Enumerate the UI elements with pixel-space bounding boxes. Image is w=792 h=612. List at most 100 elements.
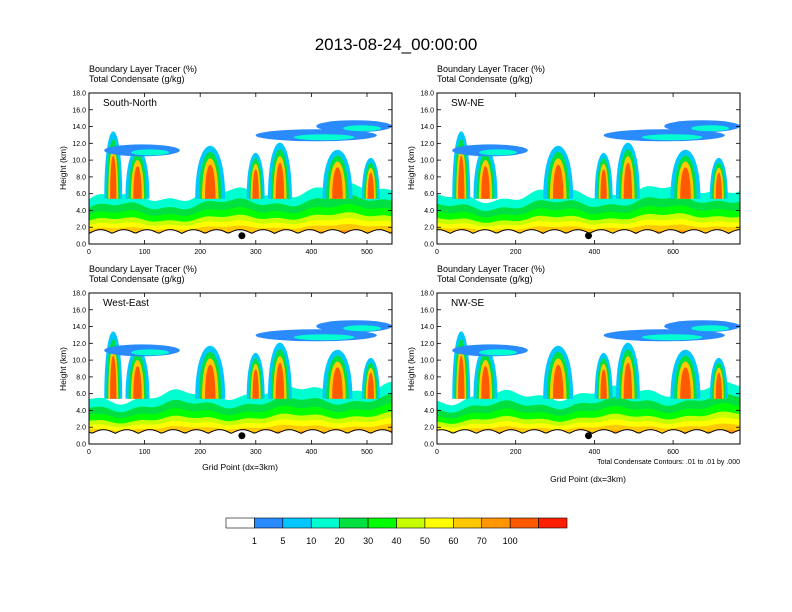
y-tick-label: 10.0 — [72, 358, 86, 365]
y-tick-label: 18.0 — [72, 91, 86, 98]
y-tick-label: 2.0 — [76, 225, 86, 232]
cloud-core — [641, 134, 703, 141]
plot-body — [89, 93, 392, 244]
condensate-label: Total Condensate (g/kg) — [89, 74, 185, 84]
colorbar-swatch — [453, 517, 483, 529]
location-marker — [238, 432, 246, 440]
panel-name: South-North — [103, 98, 157, 109]
terrain-line — [89, 429, 392, 434]
x-tick-label: 0 — [87, 449, 91, 456]
tower-band — [367, 372, 374, 399]
plot-body — [89, 293, 392, 444]
tower-band — [458, 155, 465, 199]
tower-band — [110, 155, 117, 199]
cloud-core — [691, 125, 730, 132]
cloud-core — [343, 325, 382, 332]
x-tick-label: 200 — [194, 249, 206, 256]
y-tick-label: 16.0 — [420, 307, 434, 314]
x-tick-label: 200 — [194, 449, 206, 456]
panel-sw-ne: Boundary Layer Tracer (%) Total Condensa… — [406, 64, 545, 190]
colorbar: 1 5 10 20 30 40 50 60 70 100 — [225, 517, 568, 546]
colorbar-swatch — [538, 517, 568, 529]
y-tick-label: 18.0 — [420, 91, 434, 98]
x-tick-label: 100 — [139, 449, 151, 456]
cloud-core — [293, 134, 355, 141]
cloud-core — [479, 349, 517, 356]
plot-frame — [88, 92, 393, 245]
x-tick-label: 200 — [510, 249, 522, 256]
tracer-label: Boundary Layer Tracer (%) — [89, 64, 197, 74]
colorbar-label: 30 — [363, 536, 373, 546]
y-tick-label: 4.0 — [76, 208, 86, 215]
colorbar-label: 10 — [306, 536, 316, 546]
tower-band — [133, 166, 142, 199]
colorbar-label: 100 — [503, 536, 518, 546]
tracer-label: Boundary Layer Tracer (%) — [437, 264, 545, 274]
y-tick-label: 12.0 — [420, 341, 434, 348]
x-tick-label: 0 — [87, 249, 91, 256]
colorbar-label: 60 — [448, 536, 458, 546]
panel-name: West-East — [103, 298, 149, 309]
tower-band — [204, 164, 216, 199]
tracer-label: Boundary Layer Tracer (%) — [437, 64, 545, 74]
panel-west-east: Boundary Layer Tracer (%) Total Condensa… — [58, 264, 278, 472]
tower-band — [623, 162, 633, 199]
y-tick-label: 14.0 — [72, 124, 86, 131]
y-tick-label: 10.0 — [72, 158, 86, 165]
x-tick-label: 300 — [250, 449, 262, 456]
plot-body — [437, 93, 740, 244]
x-tick-label: 0 — [435, 249, 439, 256]
x-tick-label: 600 — [667, 449, 679, 456]
cloud-core — [131, 349, 169, 356]
cloud-core — [691, 325, 730, 332]
tower-band — [275, 362, 285, 399]
colorbar-swatch — [396, 517, 426, 529]
y-tick-label: 2.0 — [424, 225, 434, 232]
tower-band — [600, 169, 607, 199]
y-tick-label: 2.0 — [424, 425, 434, 432]
y-axis-label: Height (km) — [58, 347, 68, 391]
tower-band — [680, 367, 691, 399]
contour-note: Total Condensate Contours: .01 to .01 by… — [597, 459, 740, 466]
y-axis-label: Height (km) — [58, 146, 68, 190]
tower-band — [275, 162, 285, 199]
y-tick-label: 16.0 — [72, 307, 86, 314]
x-axis-label: Grid Point (dx=3km) — [550, 474, 626, 484]
panel-nw-se: Boundary Layer Tracer (%) Total Condensa… — [406, 264, 740, 484]
colorbar-swatch — [367, 517, 397, 529]
x-tick-label: 200 — [510, 449, 522, 456]
y-tick-label: 10.0 — [420, 358, 434, 365]
plot-0: South-North 0.0 2.0 4.0 6.0 8.0 10.0 12.0 14.0 16… — [72, 91, 393, 256]
y-tick-label: 4.0 — [424, 408, 434, 415]
tower-band — [552, 164, 564, 199]
tower-band — [481, 366, 490, 399]
colorbar-label: 20 — [335, 536, 345, 546]
y-tick-label: 18.0 — [420, 291, 434, 298]
colorbar-label: 1 — [252, 536, 257, 546]
y-tick-label: 2.0 — [76, 425, 86, 432]
y-tick-label: 14.0 — [72, 324, 86, 331]
panel-name: SW-NE — [451, 98, 484, 109]
y-tick-label: 0.0 — [76, 442, 86, 449]
tower-band — [332, 367, 343, 399]
panel-south-north: Boundary Layer Tracer (%) Total Condensa… — [58, 64, 197, 190]
colorbar-swatch — [509, 517, 539, 529]
colorbar-swatch — [282, 517, 312, 529]
tracer-label: Boundary Layer Tracer (%) — [89, 264, 197, 274]
panel-name: NW-SE — [451, 298, 484, 309]
y-tick-label: 4.0 — [424, 208, 434, 215]
y-axis-label: Height (km) — [406, 347, 416, 391]
colorbar-swatch — [225, 517, 255, 529]
y-tick-label: 18.0 — [72, 291, 86, 298]
y-tick-label: 10.0 — [420, 158, 434, 165]
y-axis-label: Height (km) — [406, 146, 416, 190]
plot-2: West-East 0.0 2.0 4.0 6.0 8.0 10.0 12.0 14.0 16.0… — [72, 291, 393, 456]
colorbar-swatch — [424, 517, 454, 529]
colorbar-swatch — [481, 517, 511, 529]
tower-band — [481, 166, 490, 199]
tower-band — [332, 167, 343, 199]
tower-band — [367, 172, 374, 199]
colorbar-swatch — [310, 517, 340, 529]
plot-1: SW-NE 0.0 2.0 4.0 6.0 8.0 10.0 12.0 14.0 16.0 18.0… — [420, 91, 741, 256]
